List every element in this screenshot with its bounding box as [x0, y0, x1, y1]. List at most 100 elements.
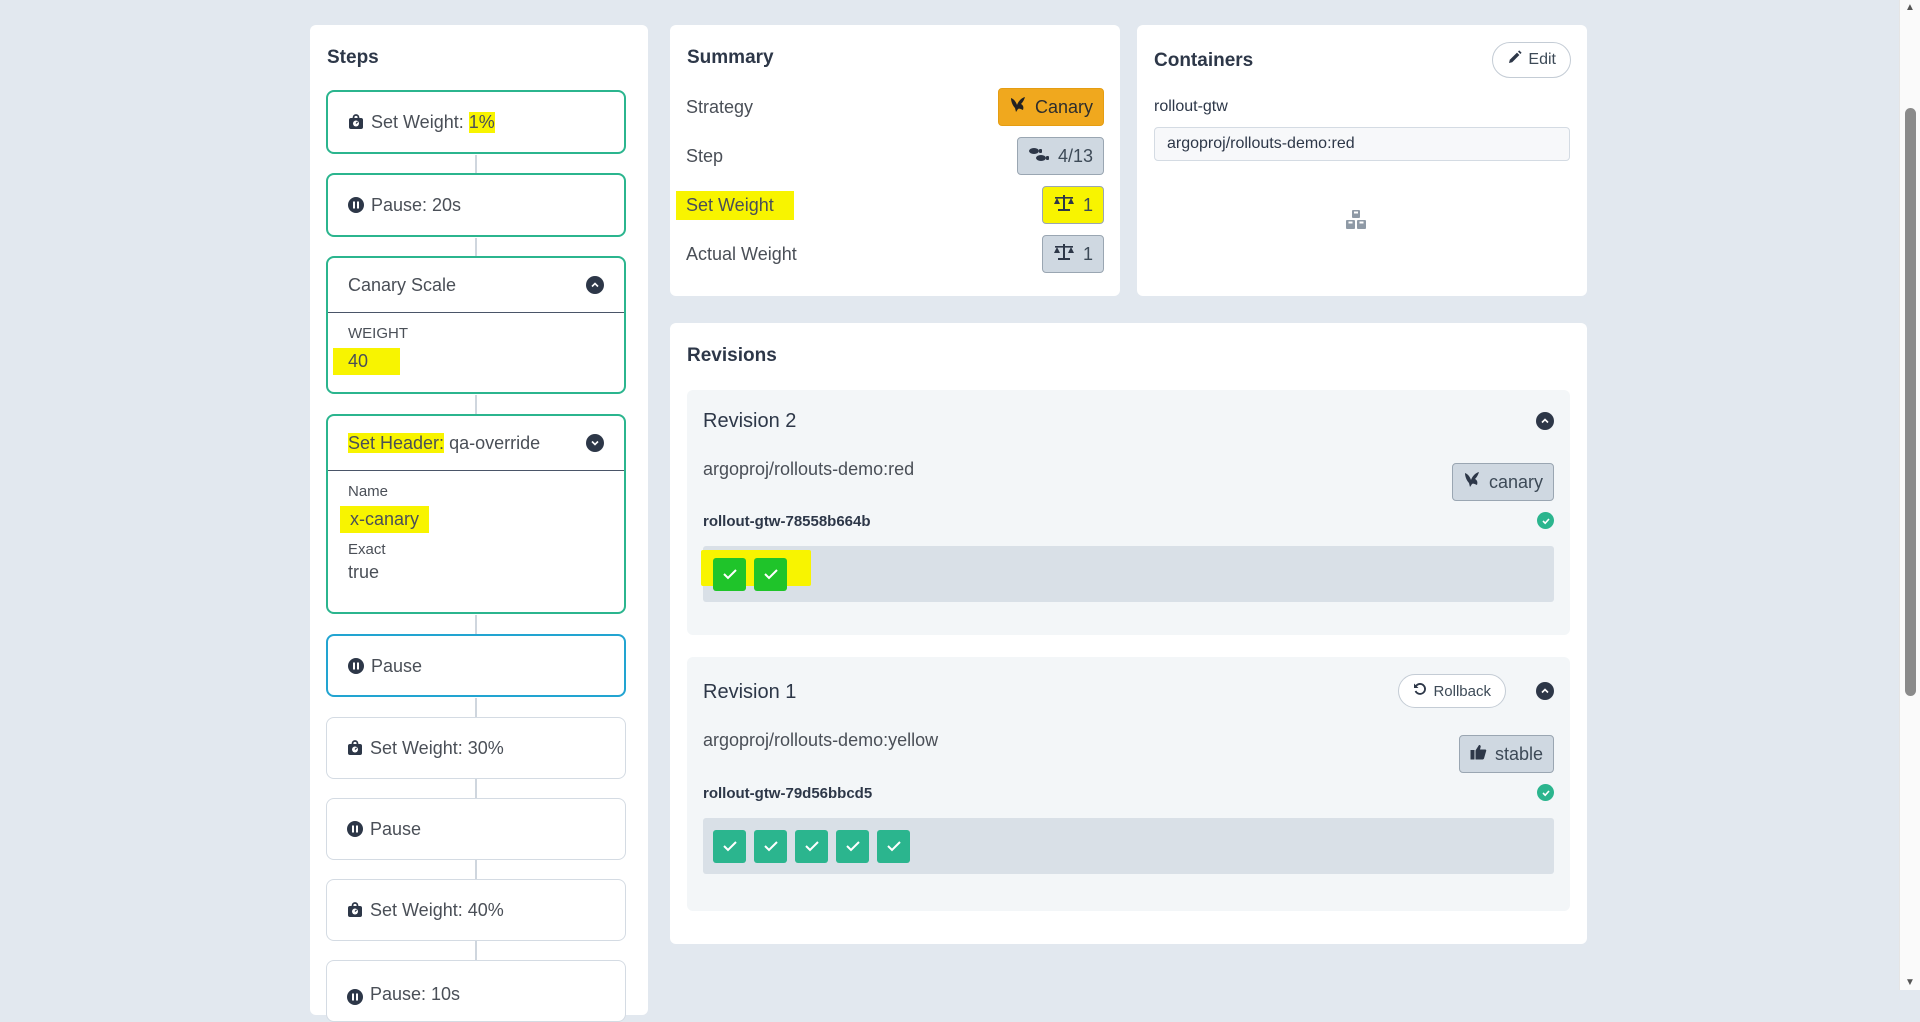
strategy-badge: Canary	[997, 88, 1104, 126]
collapse-icon[interactable]	[1536, 412, 1554, 430]
step-pause-active[interactable]: Pause	[326, 634, 626, 697]
expand-icon[interactable]	[586, 434, 604, 452]
replicaset-name: rollout-gtw-78558b664b	[703, 513, 871, 530]
edit-label: Edit	[1528, 51, 1556, 68]
thumbs-up-icon	[1470, 744, 1487, 765]
header-name-label: Name	[348, 483, 389, 500]
step-set-weight-40[interactable]: Set Weight: 40%	[326, 879, 626, 941]
undo-icon	[1413, 682, 1427, 700]
step-canary-scale[interactable]: Canary Scale WEIGHT 40	[326, 256, 626, 394]
pod-status[interactable]	[713, 829, 746, 863]
step-set-weight-30[interactable]: Set Weight: 30%	[326, 717, 626, 779]
header-match-label: Exact	[348, 541, 386, 558]
pause-icon	[347, 821, 363, 837]
step-connector	[475, 779, 477, 799]
container-name: rollout-gtw	[1154, 98, 1228, 115]
step-connector	[475, 395, 477, 415]
pod-strip	[701, 546, 1554, 602]
canary-bird-icon	[1009, 96, 1027, 118]
step-label-value: 1%	[468, 111, 495, 133]
pod-status[interactable]	[713, 557, 746, 591]
revision-title: Revision 2	[703, 410, 797, 432]
canary-bird-icon	[1463, 471, 1481, 493]
summary-title: Summary	[687, 47, 774, 68]
pause-icon	[348, 197, 364, 213]
pod-status[interactable]	[836, 829, 869, 863]
step-value: 4/13	[1057, 145, 1093, 166]
summary-row-set-weight: Set Weight 1	[676, 185, 1104, 225]
container-image-input[interactable]: argoproj/rollouts-demo:red	[1154, 127, 1570, 161]
stable-badge: stable	[1458, 735, 1554, 773]
healthy-icon	[1537, 512, 1554, 529]
revision-image: argoproj/rollouts-demo:yellow	[703, 730, 939, 750]
scroll-up-arrow[interactable]: ▲	[1905, 2, 1915, 13]
set-weight-label: Set Weight	[676, 190, 794, 220]
step-connector	[475, 155, 477, 175]
revision-card: Revision 2 argoproj/rollouts-demo:red ca…	[687, 390, 1570, 635]
page-scrollbar[interactable]: ▲ ▼	[1899, 0, 1920, 990]
pause-icon	[347, 989, 363, 1005]
step-pause[interactable]: Pause	[326, 798, 626, 860]
step-label: Pause: 10s	[370, 984, 461, 1004]
revision-title: Revision 1	[703, 681, 797, 703]
pod-status[interactable]	[795, 829, 828, 863]
step-label-prefix: Set Weight:	[371, 111, 469, 132]
weight-icon	[347, 740, 363, 756]
actual-weight-badge: 1	[1041, 235, 1104, 273]
step-connector	[475, 860, 477, 880]
step-label: Step	[686, 145, 724, 166]
summary-panel: Summary Strategy Canary Step 4/13 Set We…	[670, 25, 1120, 296]
step-connector	[475, 615, 477, 635]
actual-weight-label: Actual Weight	[686, 243, 797, 264]
set-weight-value: 1	[1082, 194, 1093, 215]
weight-icon	[347, 902, 363, 918]
summary-row-actual-weight: Actual Weight 1	[686, 234, 1104, 274]
pod-status[interactable]	[754, 829, 787, 863]
steps-panel: Steps Set Weight: 1% Pause: 20s Canary S…	[310, 25, 648, 1022]
balance-scale-icon	[1053, 194, 1075, 217]
revision-image: argoproj/rollouts-demo:red	[703, 459, 915, 479]
header-match-value: true	[348, 562, 380, 582]
step-label: Pause	[370, 818, 422, 839]
containers-panel: Containers Edit rollout-gtw argoproj/rol…	[1137, 25, 1587, 296]
step-connector	[475, 238, 477, 258]
step-pause-20s[interactable]: Pause: 20s	[326, 173, 626, 237]
revision-card: Revision 1 Rollback argoproj/rollouts-de…	[687, 657, 1570, 911]
containers-title: Containers	[1154, 50, 1254, 71]
summary-row-step: Step 4/13	[686, 136, 1104, 176]
pod-status[interactable]	[754, 557, 787, 591]
step-set-header[interactable]: Set Header: qa-override Name x-canary Ex…	[326, 414, 626, 614]
step-label: Set Weight: 40%	[370, 899, 504, 920]
collapse-icon[interactable]	[1536, 682, 1554, 700]
weight-icon	[348, 114, 364, 130]
step-connector	[475, 698, 477, 718]
edit-button[interactable]: Edit	[1492, 42, 1571, 78]
shoe-prints-icon	[1028, 146, 1050, 167]
set-weight-badge: 1	[1041, 186, 1104, 224]
replicaset-name: rollout-gtw-79d56bbcd5	[703, 785, 873, 802]
scroll-down-arrow[interactable]: ▼	[1905, 977, 1915, 988]
rollback-button[interactable]: Rollback	[1398, 674, 1506, 708]
steps-title: Steps	[327, 47, 379, 68]
badge-label: canary	[1488, 471, 1543, 492]
pod-status[interactable]	[877, 829, 910, 863]
rollback-label: Rollback	[1433, 682, 1491, 700]
weight-field-value: 40	[333, 348, 401, 375]
step-set-weight-1[interactable]: Set Weight: 1%	[326, 90, 626, 154]
scrollbar-thumb[interactable]	[1905, 108, 1916, 696]
step-pause-10s[interactable]: Pause: 10s	[326, 960, 626, 1022]
pod-strip	[703, 818, 1554, 874]
weight-field-label: WEIGHT	[348, 325, 408, 342]
pause-icon	[348, 658, 364, 674]
summary-row-strategy: Strategy Canary	[686, 87, 1104, 127]
balance-scale-icon	[1053, 243, 1075, 266]
strategy-value: Canary	[1034, 96, 1093, 117]
pencil-icon	[1507, 50, 1523, 70]
badge-label: stable	[1494, 743, 1543, 764]
revisions-title: Revisions	[687, 345, 777, 366]
strategy-label: Strategy	[686, 96, 754, 117]
collapse-icon[interactable]	[586, 276, 604, 294]
step-label-prefix: Set Header:	[348, 432, 445, 453]
step-label: Canary Scale	[348, 274, 457, 295]
header-name-value: x-canary	[340, 506, 430, 533]
